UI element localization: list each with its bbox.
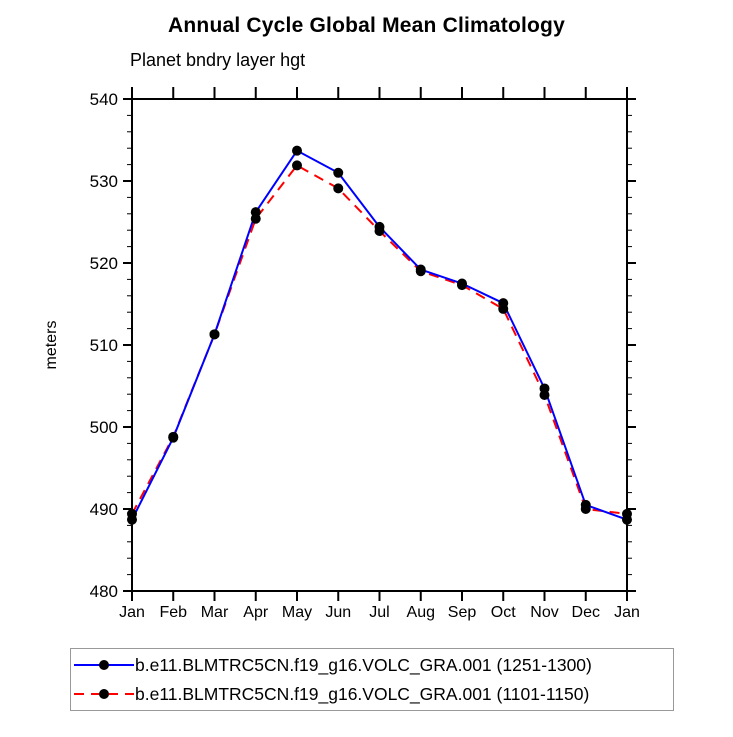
x-axis-tick-label: Apr xyxy=(243,604,269,621)
data-point-marker xyxy=(415,266,426,277)
y-axis-tick-label: 540 xyxy=(90,90,118,109)
legend-line-sample-dashed-red xyxy=(74,689,134,699)
x-axis-tick-label: Sep xyxy=(448,604,477,621)
data-point-marker xyxy=(333,167,344,178)
chart-subtitle: Planet bndry layer hgt xyxy=(130,50,306,70)
data-point-marker xyxy=(457,280,467,291)
data-point-marker xyxy=(622,508,632,519)
plot-border xyxy=(131,98,628,592)
data-point-marker xyxy=(250,213,261,224)
data-point-marker xyxy=(374,226,385,237)
chart-title: Annual Cycle Global Mean Climatology xyxy=(168,14,565,37)
legend-item-series-2: b.e11.BLMTRC5CN.f19_g16.VOLC_GRA.001 (11… xyxy=(71,681,673,707)
legend-label-series-1: b.e11.BLMTRC5CN.f19_g16.VOLC_GRA.001 (12… xyxy=(135,654,592,675)
y-axis-tick-label: 490 xyxy=(90,500,118,519)
x-axis-tick-label: Mar xyxy=(201,604,229,621)
x-axis-tick-label: Feb xyxy=(159,604,187,621)
legend-sample-marker xyxy=(99,660,109,670)
x-axis-tick-label: Dec xyxy=(572,604,600,621)
x-axis-tick-label: Jul xyxy=(369,604,389,621)
legend-line-sample-solid-blue xyxy=(74,660,134,670)
legend: b.e11.BLMTRC5CN.f19_g16.VOLC_GRA.001 (12… xyxy=(70,648,674,711)
x-axis-tick-label: May xyxy=(282,604,312,621)
y-axis-tick-label: 500 xyxy=(90,418,118,437)
series-line-solid xyxy=(131,149,628,521)
y-axis-tick-label: 530 xyxy=(90,172,118,191)
legend-sample-marker xyxy=(99,689,109,699)
x-axis-tick-label: Nov xyxy=(530,604,558,621)
legend-label-series-2: b.e11.BLMTRC5CN.f19_g16.VOLC_GRA.001 (11… xyxy=(135,683,590,704)
data-point-marker xyxy=(580,504,591,514)
data-point-marker xyxy=(333,183,344,194)
y-axis-tick-label: 510 xyxy=(90,336,118,355)
x-axis-tick-label: Aug xyxy=(407,604,435,621)
x-axis-tick-label: Oct xyxy=(491,604,516,621)
data-point-marker xyxy=(539,390,550,401)
data-point-marker xyxy=(498,303,509,314)
x-axis-tick-label: Jun xyxy=(325,604,351,621)
x-axis-tick-label: Jan xyxy=(119,604,145,621)
x-axis-tick-label: Jan xyxy=(614,604,640,621)
data-point-marker xyxy=(292,145,302,156)
legend-item-series-1: b.e11.BLMTRC5CN.f19_g16.VOLC_GRA.001 (12… xyxy=(71,652,673,678)
data-point-marker xyxy=(209,329,220,340)
y-axis-tick-label: 520 xyxy=(90,254,118,273)
data-point-marker xyxy=(168,431,179,442)
data-point-marker xyxy=(292,160,302,171)
series-line-dashed xyxy=(131,164,628,515)
line-chart: 480 490 500 510 520 530 540 Jan Feb Mar Apr May Jun J… xyxy=(90,87,640,621)
y-axis-tick-label: 480 xyxy=(90,582,118,601)
data-point-marker xyxy=(127,508,137,519)
